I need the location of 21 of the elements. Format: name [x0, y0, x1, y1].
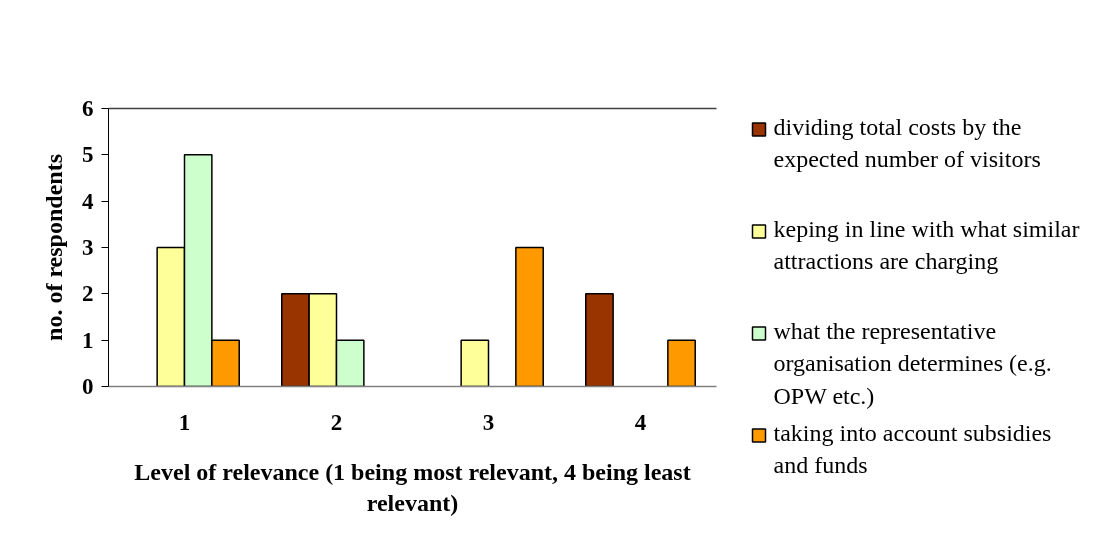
y-axis-title: no. of respondents: [41, 154, 67, 341]
bar: [460, 339, 490, 387]
y-tick-label: 5: [82, 142, 94, 168]
y-tick-label: 0: [82, 374, 94, 399]
bar: [515, 246, 544, 387]
legend-label: dividing total costs by the expected number of visitors: [773, 113, 1041, 172]
x-axis-title: Level of relevance (1 being most relevant, 4 being least relevant): [134, 458, 691, 516]
bar: [585, 293, 614, 387]
x-tick-label: 4: [634, 409, 647, 435]
legend-label: taking into account subsidies and funds: [773, 419, 1052, 478]
legend-label: keping in line with what similar attractions are charging: [773, 215, 1080, 274]
y-tick-label: 2: [82, 281, 94, 307]
x-tick-label: 1: [178, 409, 191, 435]
x-tick-label: 3: [482, 409, 495, 435]
y-tick-label: 4: [82, 188, 94, 214]
y-tick-label: 6: [82, 96, 94, 121]
y-tick-label: 1: [82, 327, 94, 353]
legend-label: what the representative organisation determines (e.g. OPW etc.): [773, 317, 1052, 409]
y-tick-label: 3: [82, 235, 94, 260]
x-tick-label: 2: [330, 409, 343, 435]
bar: [667, 339, 696, 387]
